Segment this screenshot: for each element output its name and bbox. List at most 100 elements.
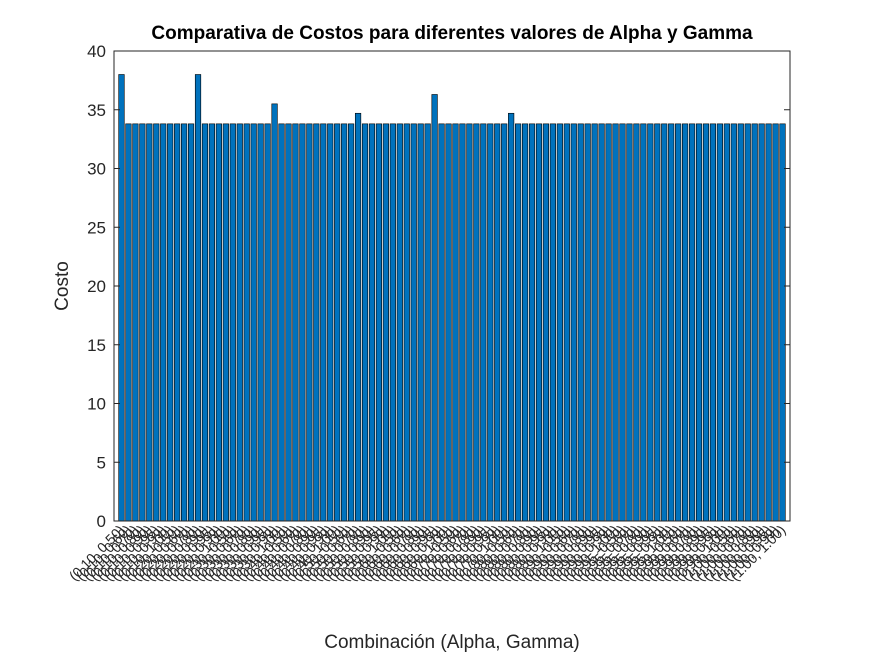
bar (591, 123, 598, 522)
y-tick-label: 10 (87, 395, 106, 414)
bar (480, 123, 487, 522)
bar (424, 123, 431, 522)
y-tick-label: 30 (87, 160, 106, 179)
y-tick-label: 40 (87, 42, 106, 61)
bar (417, 123, 424, 522)
bar (535, 123, 543, 522)
bar (647, 123, 654, 522)
bar (758, 123, 765, 522)
bar (626, 123, 633, 522)
bar (709, 123, 717, 522)
bar (271, 103, 278, 522)
bar (174, 123, 181, 522)
axes-box (113, 50, 791, 522)
bar (751, 123, 758, 522)
bar (494, 123, 501, 522)
bar (765, 123, 772, 522)
bar (431, 94, 438, 522)
bar (292, 123, 299, 522)
bar (682, 123, 689, 522)
bar (299, 123, 306, 522)
bar (772, 123, 779, 522)
bar (452, 123, 459, 522)
x-axis-label: Combinación (Alpha, Gamma) (324, 632, 580, 653)
bar (730, 123, 737, 522)
bar (153, 123, 160, 522)
y-tick-label: 25 (87, 218, 106, 237)
bar (702, 123, 710, 522)
bar (396, 123, 403, 522)
bar (341, 123, 348, 522)
bar (501, 123, 508, 522)
bar (375, 123, 383, 522)
bar (243, 123, 250, 522)
bar (563, 123, 570, 522)
bar (118, 74, 125, 522)
bar (160, 123, 167, 522)
bar (278, 123, 285, 522)
bar (542, 123, 550, 522)
bar (222, 123, 229, 522)
bar (382, 123, 389, 522)
bar (688, 123, 696, 522)
bar (132, 123, 139, 522)
bar (570, 123, 577, 522)
bar (508, 112, 515, 522)
bar (668, 123, 675, 522)
bar (194, 74, 202, 522)
bar (167, 123, 174, 522)
bar (584, 123, 591, 522)
bar (598, 123, 605, 522)
bar (229, 123, 236, 522)
bar (125, 123, 132, 522)
bar (445, 123, 452, 522)
bar (201, 123, 209, 522)
bar (438, 123, 445, 522)
y-tick-label: 5 (97, 453, 106, 472)
bar (354, 112, 362, 522)
bar (410, 123, 417, 522)
bar (466, 123, 473, 522)
bar (459, 123, 466, 522)
bar (208, 123, 216, 522)
bar (181, 123, 188, 522)
bar (487, 123, 494, 522)
bar (549, 123, 556, 522)
bar (236, 123, 243, 522)
bar (473, 123, 480, 522)
bar (779, 123, 786, 522)
bar (723, 123, 730, 522)
bar (306, 123, 313, 522)
bar (528, 123, 536, 522)
bar (633, 123, 640, 522)
bar (619, 123, 626, 522)
y-tick-label: 35 (87, 101, 106, 120)
bar (215, 123, 222, 522)
bars-group (118, 74, 786, 522)
bar (250, 123, 257, 522)
bar (327, 123, 334, 522)
bar (577, 123, 584, 522)
chart-title: Comparativa de Costos para diferentes va… (151, 23, 753, 44)
bar (716, 123, 723, 522)
bar (389, 123, 396, 522)
bar (285, 123, 292, 522)
bar (695, 123, 703, 522)
bar (361, 123, 369, 522)
x-axis-tick-labels: (0.10, 0.50)(0.10, 0.60)(0.10, 0.70)(0.1… (66, 522, 789, 584)
bar (334, 123, 341, 522)
bar (403, 123, 410, 522)
bar (737, 123, 744, 522)
bar (257, 123, 264, 522)
bar (146, 123, 153, 522)
bar (654, 123, 661, 522)
y-tick-label: 0 (97, 512, 106, 531)
bar (521, 123, 529, 522)
bar (661, 123, 668, 522)
bar (612, 123, 619, 522)
bar (675, 123, 682, 522)
bar (640, 123, 647, 522)
bar (264, 123, 271, 522)
bar (515, 123, 522, 522)
